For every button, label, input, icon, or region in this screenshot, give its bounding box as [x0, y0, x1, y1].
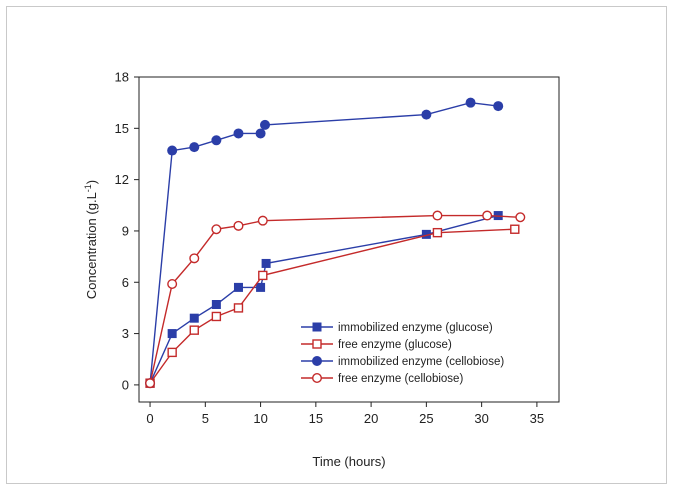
data-point [189, 313, 199, 323]
data-point [255, 128, 266, 139]
y-tick-label: 12 [115, 172, 129, 187]
x-tick-label: 0 [146, 411, 153, 426]
legend-marker [312, 339, 322, 349]
x-tick-label: 5 [202, 411, 209, 426]
figure-frame [6, 6, 667, 484]
legend-label: free enzyme (cellobiose) [338, 373, 463, 385]
series-line [149, 101, 499, 384]
series-4 [145, 210, 526, 389]
data-point [167, 347, 177, 358]
series-layer [145, 97, 526, 389]
y-axis: 0 3 6 9 12 15 18 [115, 70, 139, 392]
data-point [260, 119, 270, 130]
y-tick-label: 3 [122, 326, 129, 341]
legend-item: free enzyme (cellobiose) [301, 373, 463, 385]
y-tick-label: 0 [122, 377, 129, 392]
legend-item: immobilized enzyme (cellobiose) [301, 356, 504, 368]
data-point [167, 145, 178, 156]
legend-label: immobilized enzyme (glucose) [338, 322, 493, 334]
legend-marker [312, 322, 322, 332]
legend-marker [312, 356, 322, 366]
x-tick-label: 35 [530, 411, 544, 426]
data-point [233, 128, 244, 139]
x-tick-label: 15 [309, 411, 323, 426]
data-point [493, 101, 504, 112]
data-point [233, 220, 244, 231]
data-point [189, 142, 200, 153]
y-axis-title: Concentration (g.L-1) [83, 180, 99, 299]
plot-area [138, 76, 560, 403]
legend-item: free enzyme (glucose) [301, 339, 452, 351]
data-point [167, 278, 178, 289]
data-point [233, 282, 243, 292]
y-tick-label: 9 [122, 223, 129, 238]
legend-label: immobilized enzyme (cellobiose) [338, 356, 504, 368]
data-point [167, 329, 177, 339]
legend-label: free enzyme (glucose) [338, 339, 452, 351]
data-point [510, 224, 520, 234]
data-point [211, 300, 221, 309]
data-point [233, 303, 244, 313]
x-tick-label: 10 [253, 411, 267, 426]
plot-border [138, 76, 560, 403]
data-point [421, 229, 431, 239]
data-point [189, 325, 199, 335]
legend-item: immobilized enzyme (glucose) [301, 322, 493, 334]
x-tick-label: 30 [474, 411, 488, 426]
data-point [261, 258, 271, 268]
data-point [465, 97, 476, 108]
data-point [211, 311, 222, 322]
data-point [432, 227, 443, 238]
y-axis-title-superscript: -1 [83, 184, 93, 192]
data-point [211, 135, 222, 146]
data-point [515, 212, 526, 223]
x-tick-label: 20 [364, 411, 378, 426]
data-point [432, 210, 443, 221]
x-tick-label: 25 [419, 411, 433, 426]
data-point [145, 378, 156, 389]
y-tick-label: 15 [115, 121, 129, 136]
legend-marker [312, 373, 323, 384]
data-point [256, 282, 266, 292]
y-tick-label: 6 [122, 275, 129, 290]
data-point [257, 215, 268, 226]
data-point [211, 224, 222, 235]
y-tick-label: 18 [115, 70, 129, 85]
data-point [189, 253, 200, 264]
x-axis: 0 5 10 15 20 25 30 35 [146, 402, 544, 426]
legend: immobilized enzyme (glucose) free enzyme … [301, 322, 504, 385]
data-point [421, 109, 432, 120]
data-point [482, 210, 493, 221]
data-point [258, 270, 268, 281]
x-axis-title: Time (hours) [312, 454, 385, 469]
